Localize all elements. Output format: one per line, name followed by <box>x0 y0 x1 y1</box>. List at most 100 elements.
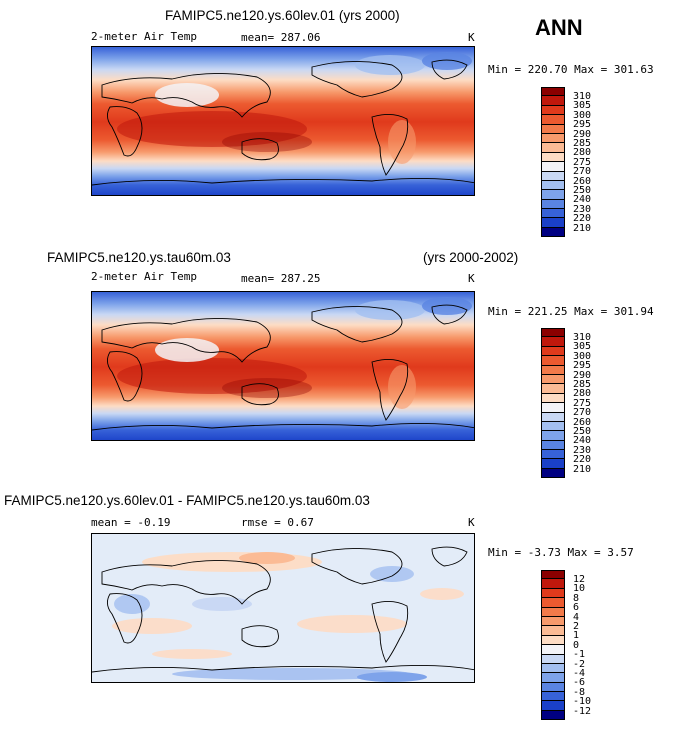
panel3-units: K <box>468 516 475 529</box>
colorbar-swatch <box>541 468 565 479</box>
panel1-cbar-label: 295 <box>573 119 592 131</box>
panel3-cbar-label: 12 <box>573 574 586 585</box>
colorbar-swatch <box>541 598 565 608</box>
colorbar-swatch <box>541 171 565 181</box>
panel1-mean: mean= 287.06 <box>241 31 321 44</box>
colorbar-swatch <box>541 692 565 702</box>
colorbar-swatch <box>541 337 565 347</box>
colorbar-swatch <box>541 180 565 191</box>
colorbar-swatch <box>541 365 565 375</box>
colorbar-swatch <box>541 626 565 636</box>
panel2-cbar-label: 270 <box>573 407 592 419</box>
colorbar-swatch <box>541 190 565 200</box>
colorbar-swatch <box>541 616 565 627</box>
panel1-units: K <box>468 31 475 44</box>
colorbar-swatch <box>541 673 565 683</box>
panel2-cbar-label: 250 <box>573 426 592 437</box>
panel2-cbar-label: 275 <box>573 397 592 409</box>
panel2-cbar-label: 290 <box>573 369 592 381</box>
colorbar-swatch <box>541 152 565 163</box>
colorbar-swatch <box>541 218 565 228</box>
colorbar-swatch <box>541 162 565 172</box>
panel2-variable: 2-meter Air Temp <box>91 270 197 283</box>
panel3-cbar-label: 8 <box>573 592 580 604</box>
colorbar-swatch <box>541 124 565 134</box>
panel1-cbar-label: 300 <box>573 109 592 121</box>
colorbar-swatch <box>541 701 565 711</box>
panel2-cbar-label: 295 <box>573 360 592 372</box>
panel3-cbar-label: 1 <box>573 630 580 642</box>
colorbar-swatch <box>541 356 565 366</box>
panel1-minmax: Min = 220.70 Max = 301.63 <box>488 63 654 76</box>
panel2-units: K <box>468 272 475 285</box>
colorbar-swatch <box>541 663 565 674</box>
panel1-title: FAMIPC5.ne120.ys.60lev.01 (yrs 2000) <box>165 8 400 23</box>
panel3-cbar-label: -10 <box>573 696 592 708</box>
panel3-cbar-label: 10 <box>573 583 586 595</box>
panel2-cbar-label: 210 <box>573 463 592 475</box>
colorbar-swatch <box>541 431 565 441</box>
panel1-cbar-label: 230 <box>573 203 592 215</box>
colorbar-swatch <box>541 579 565 589</box>
panel3-cbar-label: 4 <box>573 611 580 623</box>
colorbar-swatch <box>541 374 565 385</box>
colorbar-swatch <box>541 710 565 721</box>
panel2-cbar-label: 220 <box>573 454 592 466</box>
colorbar-swatch <box>541 459 565 469</box>
panel2-cbar-label: 305 <box>573 341 592 353</box>
colorbar-swatch <box>541 87 565 97</box>
colorbar-swatch <box>541 105 565 116</box>
panel2-minmax: Min = 221.25 Max = 301.94 <box>488 305 654 318</box>
panel3-cbar-label: 0 <box>573 639 580 651</box>
colorbar-swatch <box>541 328 565 338</box>
panel1-cbar-label: 290 <box>573 128 592 140</box>
panel1-cbar-label: 220 <box>573 213 592 225</box>
panel3-rmse: rmse = 0.67 <box>241 516 314 529</box>
colorbar-swatch <box>541 227 565 238</box>
panel3-cbar-label: -4 <box>573 668 586 679</box>
panel2-map <box>91 291 475 441</box>
panel1-cbar-label: 210 <box>573 222 592 234</box>
panel3-cbar-label: -8 <box>573 686 586 698</box>
colorbar-swatch <box>541 346 565 357</box>
panel2-mean: mean= 287.25 <box>241 272 321 285</box>
colorbar-swatch <box>541 393 565 404</box>
panel2-cbar-label: 280 <box>573 388 592 400</box>
panel3-cbar-label: 6 <box>573 602 580 614</box>
panel3-colorbar: 12 10 8 6 4 2 1 0 -1 -2 -4 -6 -8 -10 -12 <box>541 570 591 721</box>
panel2-cbar-label: 260 <box>573 416 592 428</box>
colorbar-swatch <box>541 588 565 599</box>
panel1-cbar-label: 250 <box>573 185 592 196</box>
panel1-cbar-label: 285 <box>573 138 592 149</box>
panel3-cbar-label: 2 <box>573 621 580 632</box>
colorbar-swatch <box>541 133 565 144</box>
colorbar-swatch <box>541 199 565 210</box>
colorbar-swatch <box>541 96 565 106</box>
colorbar-swatch <box>541 570 565 580</box>
panel3-map <box>91 533 475 683</box>
colorbar-swatch <box>541 403 565 413</box>
colorbar-swatch <box>541 384 565 394</box>
panel1-cbar-label: 310 <box>573 91 592 102</box>
colorbar-swatch <box>541 682 565 693</box>
panel3-mean: mean = -0.19 <box>91 516 171 529</box>
colorbar-swatch <box>541 607 565 617</box>
panel3-cbar-label: -6 <box>573 677 586 689</box>
panel1-cbar-label: 280 <box>573 147 592 159</box>
panel2-title-years: (yrs 2000-2002) <box>423 250 519 265</box>
panel3-minmax: Min = -3.73 Max = 3.57 <box>488 546 634 559</box>
panel1-cbar-label: 305 <box>573 100 592 112</box>
panel2-cbar-label: 240 <box>573 435 592 447</box>
panel3-cbar-label: -12 <box>573 705 592 717</box>
colorbar-swatch <box>541 421 565 432</box>
panel1-cbar-label: 240 <box>573 194 592 206</box>
panel1-colorbar: 310 305 300 295 290 285 280 275 270 260 … <box>541 87 591 238</box>
panel1-cbar-label: 260 <box>573 175 592 187</box>
colorbar-swatch <box>541 654 565 664</box>
panel2-cbar-label: 285 <box>573 379 592 390</box>
panel2-cbar-label: 230 <box>573 444 592 456</box>
colorbar-swatch <box>541 209 565 219</box>
panel2-cbar-label: 300 <box>573 350 592 362</box>
colorbar-swatch <box>541 450 565 460</box>
panel1-map <box>91 46 475 196</box>
